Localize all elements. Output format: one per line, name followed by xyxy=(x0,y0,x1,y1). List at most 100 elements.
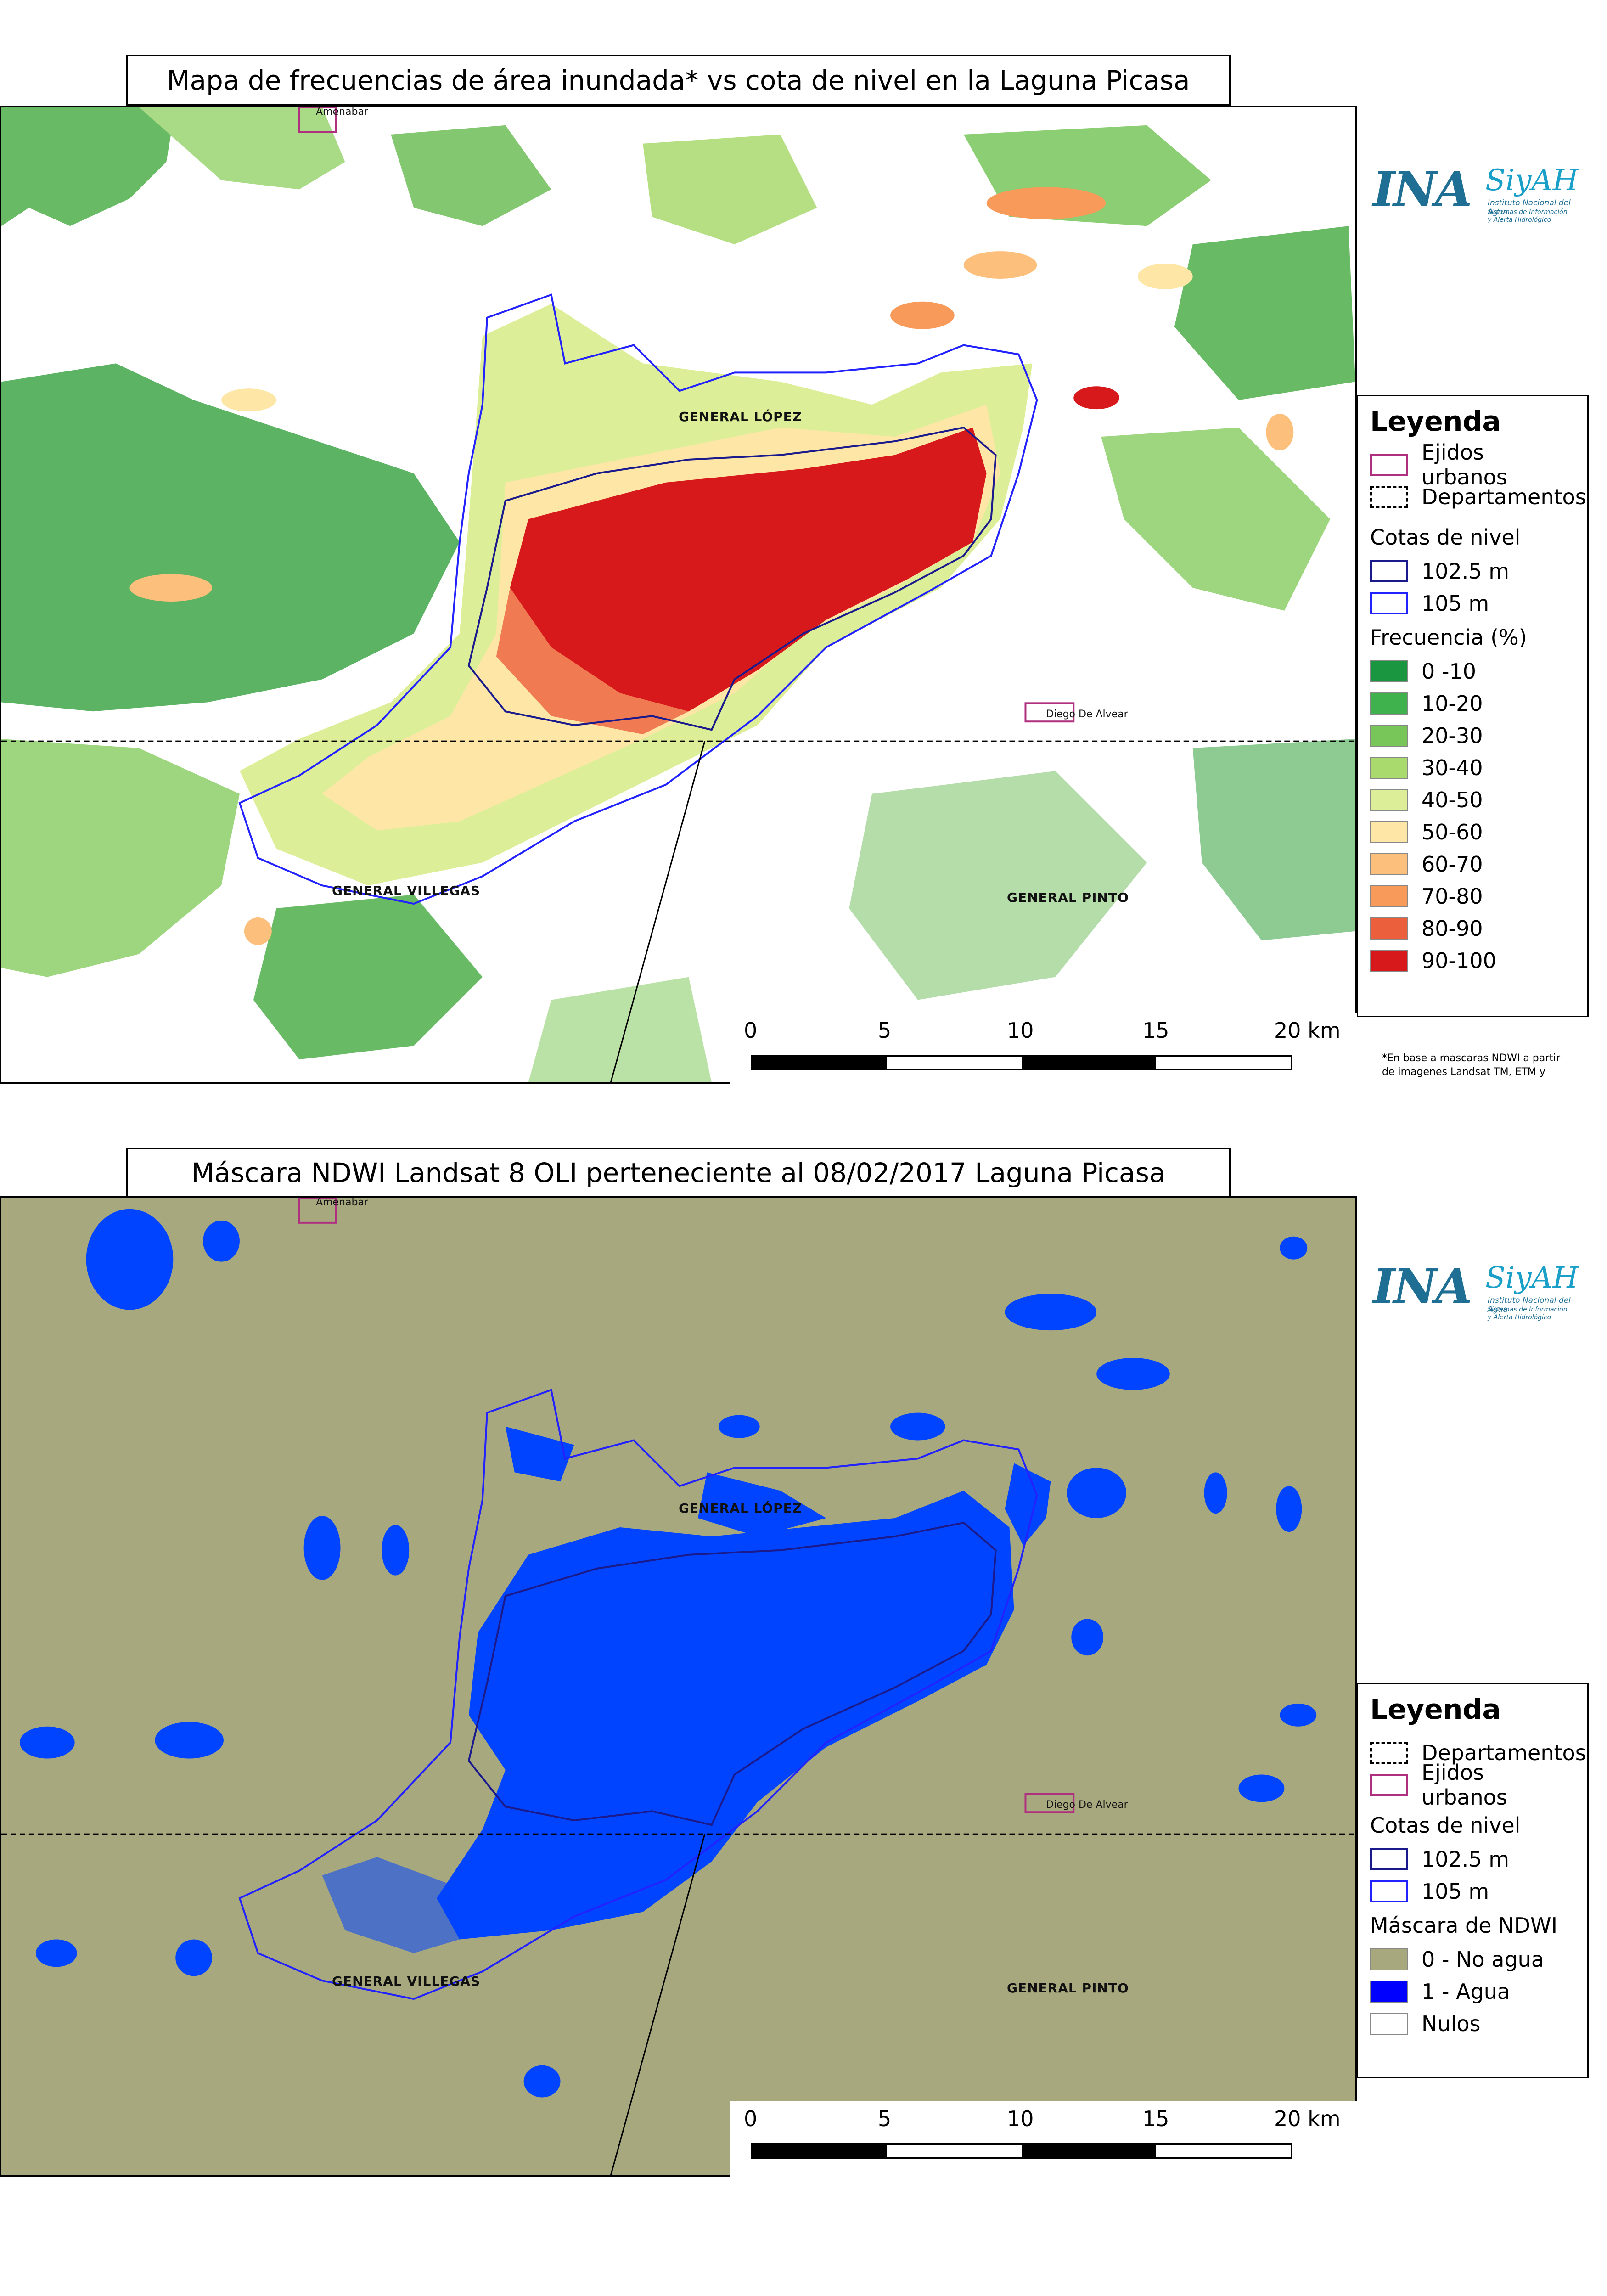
cota-102-5-swatch xyxy=(1370,1848,1408,1870)
legend-item-cota-105: 105 m xyxy=(1370,1875,1575,1908)
lagoon-core-edge xyxy=(496,588,689,735)
logo-subtitle-2: Sistemas de Información xyxy=(1488,1306,1568,1313)
ndwi-class-label: 1 - Agua xyxy=(1422,1979,1511,2004)
legend-label: Ejidos urbanos xyxy=(1422,1760,1507,1810)
scale-label: 20 km xyxy=(1274,1018,1341,1043)
logo-subtitle-3: y Alerta Hidrológico xyxy=(1488,216,1551,224)
footnote-line: de imagenes Landsat TM, ETM y xyxy=(1382,1066,1545,1078)
ndwi-map-title: Máscara NDWI Landsat 8 OLI perteneciente… xyxy=(126,1148,1231,1198)
frequency-class-4: 40-50 xyxy=(1370,784,1575,816)
label-diego-de-alvear: Diego De Alvear xyxy=(1046,1799,1128,1811)
frequency-class-label: 60-70 xyxy=(1422,852,1483,877)
frequency-class-5: 50-60 xyxy=(1370,816,1575,848)
scale-label: 15 xyxy=(1142,2106,1169,2131)
frequency-class-label: 50-60 xyxy=(1422,820,1483,844)
frequency-class-2: 20-30 xyxy=(1370,720,1575,752)
scale-bar: 0 5 10 15 20 km xyxy=(730,2101,1357,2177)
cota-105-swatch xyxy=(1370,1880,1408,1902)
logo-siyah-text: SiyAH xyxy=(1485,163,1579,197)
department-boundary-diagonal xyxy=(610,1834,706,2175)
ndwi-class-label: Nulos xyxy=(1422,2011,1481,2036)
frequency-class-swatch xyxy=(1370,660,1408,682)
scale-label: 0 xyxy=(744,2106,758,2131)
low-frequency-patches xyxy=(1,107,1355,1082)
ndwi-class-2: Nulos xyxy=(1370,2008,1575,2040)
scale-label: 5 xyxy=(878,2106,892,2131)
frequency-class-list: 0 -10 10-20 20-30 30-40 40-50 50-60 60-70 70-80… xyxy=(1370,655,1575,977)
departamentos-swatch xyxy=(1370,1742,1408,1764)
legend-item-departamentos: Departamentos xyxy=(1370,481,1586,513)
frequency-class-swatch xyxy=(1370,917,1408,940)
legend-label: 105 m xyxy=(1422,1879,1489,1904)
contour-102-5-m xyxy=(467,426,997,731)
frequency-class-swatch xyxy=(1370,789,1408,811)
frequency-map-title: Mapa de frecuencias de área inundada* vs… xyxy=(126,55,1231,106)
ejido-amenabar xyxy=(298,107,337,133)
frequency-class-swatch xyxy=(1370,757,1408,779)
ndwi-class-label: 0 - No agua xyxy=(1422,1947,1545,1972)
legend-section-ndwi: Máscara de NDWI xyxy=(1370,1913,1558,1938)
ina-siyah-logo: INA SiyAH Instituto Nacional del Agua Si… xyxy=(1373,161,1579,225)
lagoon-water xyxy=(437,1491,1014,1940)
legend-title: Leyenda xyxy=(1370,405,1501,438)
frequency-class-label: 40-50 xyxy=(1422,788,1483,812)
legend-label: 102.5 m xyxy=(1422,1847,1510,1872)
frequency-class-swatch xyxy=(1370,692,1408,715)
ina-siyah-logo: INA SiyAH Instituto Nacional del Agua Si… xyxy=(1373,1258,1579,1322)
ejido-diego-de-alvear xyxy=(1024,702,1075,723)
label-general-lopez: GENERAL LÓPEZ xyxy=(679,409,803,424)
legend-item-cota-102-5: 102.5 m xyxy=(1370,555,1575,587)
frequency-class-7: 70-80 xyxy=(1370,880,1575,912)
frequency-class-swatch xyxy=(1370,853,1408,875)
scale-label: 0 xyxy=(744,1018,758,1043)
logo-ina-text: INA xyxy=(1373,1258,1472,1315)
scale-bar-graphic xyxy=(751,2143,1292,2159)
frequency-class-8: 80-90 xyxy=(1370,912,1575,945)
label-general-villegas: GENERAL VILLEGAS xyxy=(332,1974,481,1989)
cota-105-swatch xyxy=(1370,592,1408,614)
frequency-class-label: 0 -10 xyxy=(1422,659,1477,684)
legend-item-ejidos: Ejidos urbanos xyxy=(1370,1760,1575,1810)
legend-section-cotas: Cotas de nivel xyxy=(1370,1813,1521,1838)
lagoon-core-zone xyxy=(510,428,987,712)
ejido-amenabar xyxy=(298,1198,337,1224)
frequency-map-canvas xyxy=(1,107,1355,1082)
frequency-class-0: 0 -10 xyxy=(1370,655,1575,687)
logo-subtitle: Instituto Nacional del Agua xyxy=(1488,198,1571,217)
scale-label: 10 xyxy=(1007,1018,1034,1043)
frequency-class-label: 20-30 xyxy=(1422,723,1483,748)
ejido-diego-de-alvear xyxy=(1024,1793,1075,1813)
logo-subtitle-2: Sistemas de Información xyxy=(1488,208,1568,216)
logo-siyah-text: SiyAH xyxy=(1485,1261,1579,1295)
frequency-class-9: 90-100 xyxy=(1370,945,1575,977)
cota-102-5-swatch xyxy=(1370,560,1408,582)
ndwi-class-swatch xyxy=(1370,2013,1408,2035)
label-general-pinto: GENERAL PINTO xyxy=(1007,890,1129,905)
legend-title: Leyenda xyxy=(1370,1694,1501,1726)
label-amenabar: Amenabar xyxy=(316,1197,368,1208)
scale-bar: 0 5 10 15 20 km xyxy=(730,1013,1357,1084)
logo-subtitle-3: y Alerta Hidrológico xyxy=(1488,1314,1551,1321)
logo-ina-text: INA xyxy=(1373,161,1472,217)
legend-label: Departamentos xyxy=(1422,484,1586,509)
contour-102-5-m xyxy=(467,1521,997,1826)
label-general-lopez: GENERAL LÓPEZ xyxy=(679,1501,803,1516)
legend-section-frecuencia: Frecuencia (%) xyxy=(1370,625,1527,650)
legend-item-ejidos: Ejidos urbanos xyxy=(1370,440,1575,490)
label-general-pinto: GENERAL PINTO xyxy=(1007,1981,1129,1996)
legend-item-departamentos: Departamentos xyxy=(1370,1737,1586,1769)
ndwi-map-legend: Leyenda Departamentos Ejidos urbanos Cot… xyxy=(1357,1683,1589,2078)
ndwi-class-swatch xyxy=(1370,1981,1408,2003)
frequency-class-swatch xyxy=(1370,885,1408,907)
frequency-class-3: 30-40 xyxy=(1370,752,1575,784)
scale-label: 10 xyxy=(1007,2106,1034,2131)
frequency-class-label: 80-90 xyxy=(1422,916,1483,941)
label-general-villegas: GENERAL VILLEGAS xyxy=(332,883,481,898)
legend-label: Ejidos urbanos xyxy=(1422,440,1507,490)
frequency-class-swatch xyxy=(1370,950,1408,972)
frequency-class-1: 10-20 xyxy=(1370,687,1575,720)
frequency-class-swatch xyxy=(1370,725,1408,747)
ndwi-class-list: 0 - No agua 1 - Agua Nulos xyxy=(1370,1943,1575,2040)
frequency-map-legend: Leyenda Ejidos urbanos Departamentos Cot… xyxy=(1357,395,1589,1017)
water-bodies xyxy=(19,1209,1317,2098)
